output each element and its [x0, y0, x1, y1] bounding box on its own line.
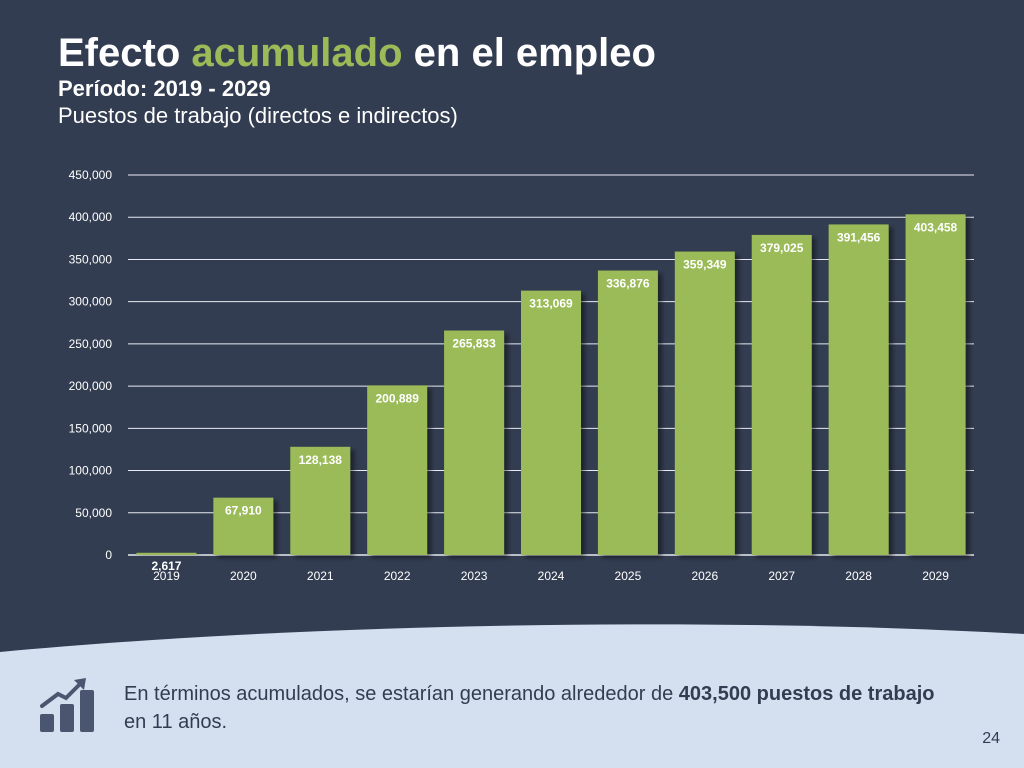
title-block: Efecto acumulado en el empleo Período: 2…: [58, 30, 656, 130]
bar: [597, 270, 658, 555]
x-tick-label: 2023: [461, 569, 488, 583]
bar: [444, 330, 505, 555]
growth-chart-icon: [40, 678, 94, 732]
data-label: 128,138: [299, 453, 343, 467]
y-tick-label: 250,000: [69, 337, 113, 351]
footer-background: [0, 624, 1024, 768]
data-label: 359,349: [683, 258, 727, 272]
data-label: 313,069: [529, 297, 573, 311]
chart-caption: Puestos de trabajo (directos e indirecto…: [58, 103, 458, 128]
x-tick-label: 2028: [845, 569, 872, 583]
bar: [290, 446, 351, 555]
title-part1: Efecto: [58, 31, 181, 75]
x-tick-label: 2026: [691, 569, 718, 583]
bar: [367, 385, 428, 555]
data-label: 2,617: [151, 559, 181, 573]
footer-text-before: En términos acumulados, se estarían gene…: [124, 683, 679, 705]
data-label: 200,889: [375, 391, 419, 405]
x-tick-label: 2029: [922, 569, 949, 583]
x-tick-label: 2019: [153, 569, 180, 583]
bar: [905, 214, 966, 556]
x-tick-label: 2024: [538, 569, 565, 583]
page-number: 24: [982, 730, 1000, 747]
data-label: 336,876: [606, 277, 650, 291]
x-tick-label: 2027: [768, 569, 795, 583]
x-tick-label: 2021: [307, 569, 334, 583]
footer-band: [0, 624, 1024, 768]
bar: [751, 234, 812, 555]
bar: [521, 290, 581, 555]
x-tick-label: 2020: [230, 569, 257, 583]
page-title: Efecto acumulado en el empleo: [58, 30, 656, 76]
y-tick-label: 350,000: [69, 252, 113, 266]
period-subtitle: Período: 2019 - 2029: [58, 76, 271, 101]
y-tick-label: 100,000: [69, 464, 113, 478]
footer-text-bold: 403,500 puestos de trabajo: [678, 683, 935, 705]
data-label: 265,833: [452, 337, 496, 351]
y-tick-label: 300,000: [69, 295, 113, 309]
footer-summary: En términos acumulados, se estarían gene…: [124, 680, 954, 736]
x-tick-label: 2022: [384, 569, 411, 583]
bar: [213, 497, 274, 555]
data-label: 379,025: [760, 241, 804, 255]
title-part2: en el empleo: [413, 31, 656, 75]
title-accent: acumulado: [191, 31, 403, 75]
bar: [136, 552, 197, 555]
y-tick-label: 200,000: [69, 379, 113, 393]
y-tick-label: 50,000: [75, 506, 112, 520]
data-label: 403,458: [914, 220, 958, 234]
y-tick-label: 400,000: [69, 210, 113, 224]
bar-chart: 0 50,000 100,000 150,000 200,000 250,000 300,0…: [69, 168, 974, 583]
y-tick-label: 150,000: [69, 421, 113, 435]
y-tick-label: 0: [105, 548, 112, 562]
y-tick-label: 450,000: [69, 168, 113, 182]
data-label: 391,456: [837, 230, 881, 244]
bar: [674, 251, 735, 555]
x-tick-label: 2025: [615, 569, 642, 583]
bar: [828, 224, 889, 556]
footer-text-after: en 11 años.: [124, 711, 228, 733]
data-label: 67,910: [225, 504, 262, 518]
